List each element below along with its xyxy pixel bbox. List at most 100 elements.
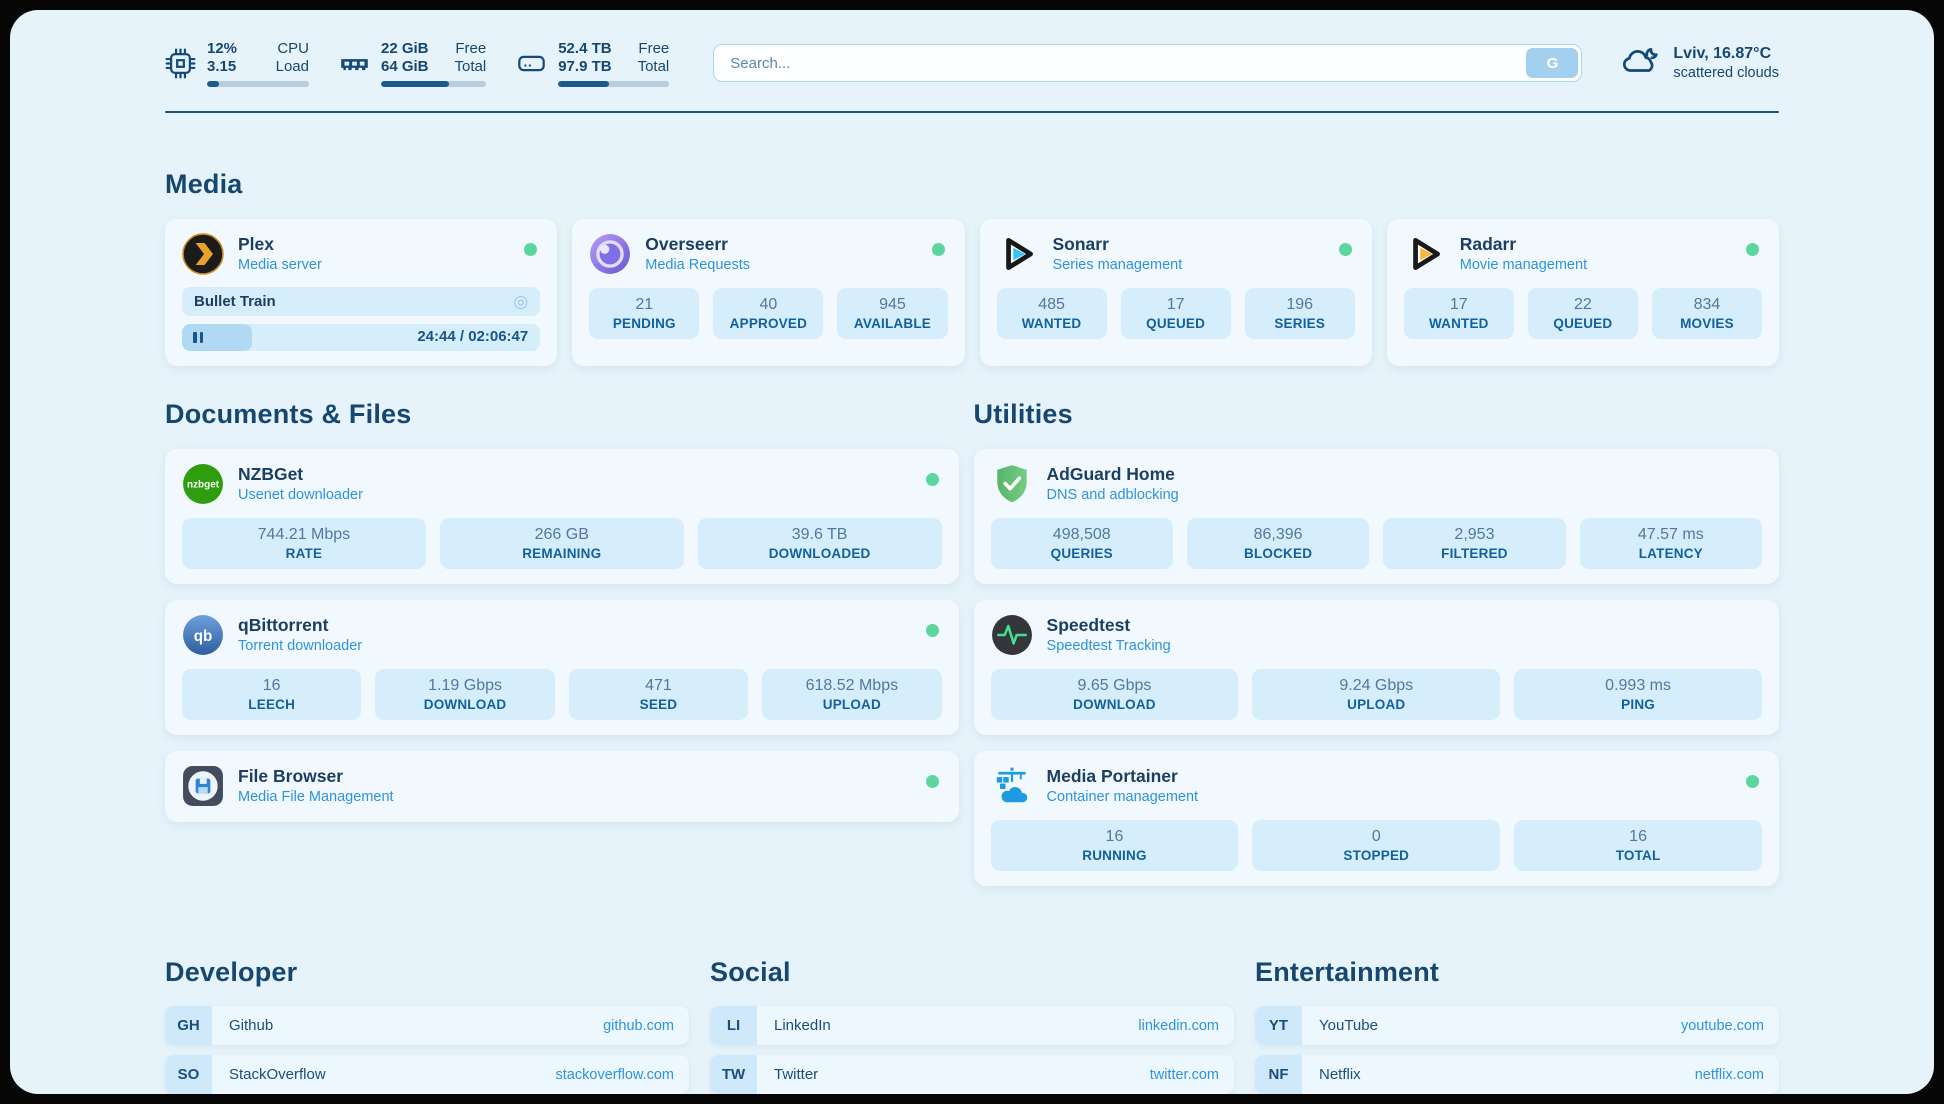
stat-pill: 266 GB REMAINING <box>439 518 684 569</box>
overseerr-card[interactable]: Overseerr Media Requests 21 PENDING 40 A… <box>572 219 965 366</box>
stat-pill: 22 QUEUED <box>1527 288 1638 339</box>
status-dot <box>1746 775 1759 788</box>
google-search-button[interactable]: G <box>1526 48 1579 78</box>
search-input[interactable] <box>713 44 1583 82</box>
media-section-title: Media <box>165 169 243 199</box>
ram-icon <box>339 48 370 79</box>
adguard-card[interactable]: AdGuard Home DNS and adblocking 498,508 … <box>973 449 1779 584</box>
adguard-icon <box>991 463 1033 505</box>
link-netflix[interactable]: NF Netflix netflix.com <box>1255 1055 1779 1094</box>
status-dot <box>931 243 945 256</box>
stat-pill: 618.52 Mbps UPLOAD <box>762 669 942 720</box>
portainer-card[interactable]: Media Portainer Container management 16 … <box>973 751 1779 886</box>
developer-section: Developer GH Github github.com SO StackO… <box>165 957 689 1094</box>
svg-text:qb: qb <box>194 628 213 645</box>
now-playing-progress-bar: 24:44 / 02:06:47 <box>182 324 541 351</box>
qbittorrent-card[interactable]: qb qBittorrent Torrent downloader 16 LEE… <box>165 600 959 735</box>
portainer-icon <box>991 765 1033 807</box>
entertainment-section: Entertainment YT YouTube youtube.com NF … <box>1255 957 1779 1094</box>
disk-icon <box>516 48 547 79</box>
cpu-load-label: Load <box>275 57 309 75</box>
stat-pill: 834 MOVIES <box>1651 288 1762 339</box>
status-dot <box>1338 243 1352 256</box>
link-abbr-badge: SO <box>165 1055 212 1094</box>
ram-total-label: Total <box>454 57 487 75</box>
stat-pill: 39.6 TB DOWNLOADED <box>697 518 942 569</box>
app-subtitle: DNS and adblocking <box>1046 487 1179 503</box>
link-url: twitter.com <box>1149 1066 1219 1083</box>
sonarr-card[interactable]: Sonarr Series management 485 WANTED 17 Q… <box>979 219 1372 366</box>
stat-pill: 485 WANTED <box>996 288 1107 339</box>
link-name: Twitter <box>774 1066 819 1083</box>
stat-pill: 0 STOPPED <box>1252 820 1501 871</box>
app-subtitle: Torrent downloader <box>238 638 363 654</box>
cloud-icon <box>1620 45 1660 82</box>
stat-pill: 0.993 ms PING <box>1514 669 1762 720</box>
link-abbr-badge: GH <box>165 1006 212 1045</box>
system-stats-group: 12% 3.15 CPU Load <box>165 39 670 87</box>
disk-stat: 52.4 TB 97.9 TB Free Total <box>516 39 670 87</box>
link-name: Github <box>229 1017 274 1034</box>
app-subtitle: Usenet downloader <box>238 487 363 503</box>
link-abbr-badge: NF <box>1255 1055 1302 1094</box>
cpu-usage-value: 12% <box>207 39 238 57</box>
now-playing-time: 24:44 / 02:06:47 <box>417 328 529 345</box>
pause-icon[interactable] <box>193 332 203 343</box>
link-abbr-badge: YT <box>1255 1006 1302 1045</box>
svg-text:nzbget: nzbget <box>187 480 220 491</box>
stat-pill: 9.24 Gbps UPLOAD <box>1252 669 1501 720</box>
disk-total-label: Total <box>637 57 670 75</box>
stat-pill: 471 SEED <box>568 669 749 720</box>
filebrowser-icon <box>182 765 224 807</box>
utilities-section-title: Utilities <box>973 399 1073 429</box>
plex-card[interactable]: Plex Media server Bullet Train ◎ 24:44 /… <box>165 219 558 366</box>
link-url: github.com <box>603 1017 674 1034</box>
disk-free-value: 52.4 TB <box>558 39 612 57</box>
app-name: Overseerr <box>645 234 728 254</box>
search-bar: G <box>713 44 1583 82</box>
stat-pill: 1.19 Gbps DOWNLOAD <box>375 669 555 720</box>
weather-location-temp: Lviv, 16.87°C <box>1673 45 1772 62</box>
stat-pill: 498,508 QUERIES <box>990 518 1173 569</box>
plex-icon <box>182 233 224 275</box>
radarr-card[interactable]: Radarr Movie management 17 WANTED 22 QUE… <box>1386 219 1779 366</box>
stat-pill: 40 APPROVED <box>713 288 824 339</box>
disk-free-label: Free <box>638 39 670 57</box>
link-abbr-badge: LI <box>710 1006 757 1045</box>
nzbget-card[interactable]: nzbget NZBGet Usenet downloader 744.21 M… <box>165 449 959 584</box>
stat-pill: 2,953 FILTERED <box>1383 518 1566 569</box>
cpu-icon <box>165 48 196 79</box>
app-name: Plex <box>238 234 274 254</box>
link-stackoverflow[interactable]: SO StackOverflow stackoverflow.com <box>165 1055 689 1094</box>
top-bar: 12% 3.15 CPU Load <box>165 37 1779 89</box>
link-github[interactable]: GH Github github.com <box>165 1006 689 1045</box>
ram-free-value: 22 GiB <box>381 39 429 57</box>
media-section: Media Plex Media server <box>165 169 1779 366</box>
link-name: StackOverflow <box>229 1066 326 1083</box>
app-subtitle: Series management <box>1052 257 1183 273</box>
link-youtube[interactable]: YT YouTube youtube.com <box>1255 1006 1779 1045</box>
radarr-icon <box>1404 233 1446 275</box>
app-subtitle: Movie management <box>1459 257 1588 273</box>
app-subtitle: Speedtest Tracking <box>1046 638 1171 654</box>
filebrowser-card[interactable]: File Browser Media File Management <box>165 751 959 822</box>
app-name: NZBGet <box>238 464 304 484</box>
social-section-title: Social <box>710 957 791 987</box>
stat-pill: 86,396 BLOCKED <box>1186 518 1370 569</box>
header-divider <box>165 111 1779 113</box>
link-linkedin[interactable]: LI LinkedIn linkedin.com <box>710 1006 1234 1045</box>
link-twitter[interactable]: TW Twitter twitter.com <box>710 1055 1234 1094</box>
speedtest-card[interactable]: Speedtest Speedtest Tracking 9.65 Gbps D… <box>973 600 1779 735</box>
stat-pill: 744.21 Mbps RATE <box>182 518 426 569</box>
developer-section-title: Developer <box>165 957 298 987</box>
link-url: youtube.com <box>1680 1017 1764 1034</box>
link-name: LinkedIn <box>774 1017 831 1034</box>
social-section: Social LI LinkedIn linkedin.com TW Twitt… <box>710 957 1234 1094</box>
stat-pill: 9.65 Gbps DOWNLOAD <box>990 669 1239 720</box>
app-name: Media Portainer <box>1046 766 1178 786</box>
status-dot <box>1746 243 1759 256</box>
stat-pill: 21 PENDING <box>589 288 700 339</box>
link-url: stackoverflow.com <box>555 1066 674 1083</box>
ram-free-label: Free <box>455 39 487 57</box>
